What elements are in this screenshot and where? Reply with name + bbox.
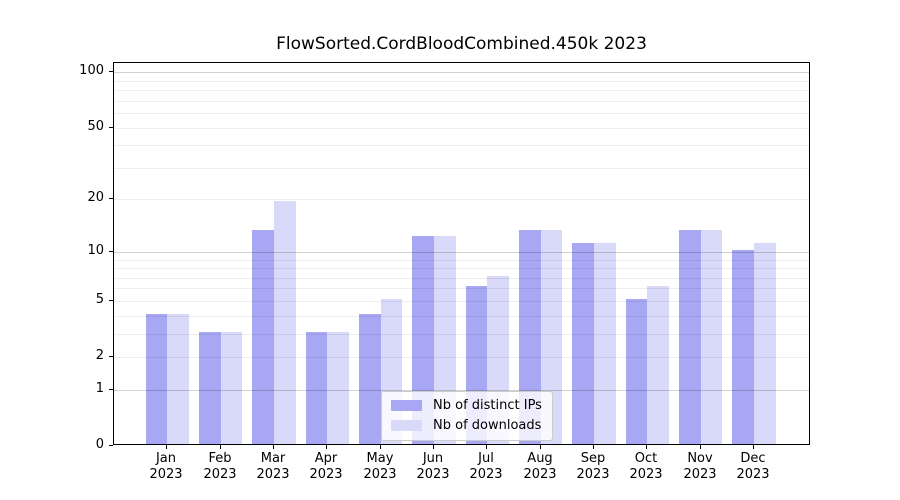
gridline-4 — [114, 316, 809, 317]
bar-downloads-jan — [167, 313, 189, 444]
y-tick-mark-5 — [109, 300, 113, 301]
gridline-40 — [114, 145, 809, 146]
x-tick-label-jan: Jan 2023 — [149, 451, 183, 482]
legend-item-downloads: Nb of downloads — [391, 418, 542, 433]
bar-ips-dec — [732, 249, 755, 444]
bar-downloads-oct — [647, 286, 670, 444]
bar-downloads-dec — [754, 242, 776, 444]
bar-ips-jan — [145, 313, 168, 444]
bar-downloads-aug — [540, 230, 563, 444]
x-tick-label-sep: Sep 2023 — [576, 451, 610, 482]
y-tick-label-50: 50 — [87, 119, 104, 134]
x-tick-label-oct: Oct 2023 — [629, 451, 663, 482]
bar-ips-nov — [679, 230, 701, 444]
gridline-2 — [114, 357, 809, 358]
gridline-8 — [114, 268, 809, 269]
x-tick-label-dec: Dec 2023 — [736, 451, 770, 482]
y-tick-mark-50 — [109, 127, 113, 128]
gridline-6 — [114, 288, 809, 289]
x-tick-label-apr: Apr 2023 — [309, 451, 343, 482]
bar-downloads-mar — [274, 201, 296, 444]
y-tick-label-100: 100 — [79, 63, 104, 78]
gridline-30 — [114, 168, 809, 169]
y-tick-label-20: 20 — [87, 190, 104, 205]
x-tick-label-nov: Nov 2023 — [683, 451, 717, 482]
legend-label-distinct-ips: Nb of distinct IPs — [433, 398, 542, 413]
x-tick-label-jul: Jul 2023 — [469, 451, 503, 482]
x-tick-mark-oct — [646, 445, 647, 449]
y-tick-mark-0 — [109, 445, 113, 446]
x-tick-label-mar: Mar 2023 — [256, 451, 290, 482]
x-tick-mark-jun — [433, 445, 434, 449]
bar-ips-mar — [252, 230, 274, 444]
y-tick-label-2: 2 — [95, 348, 104, 363]
gridline-70 — [114, 101, 809, 102]
gridline-5 — [114, 301, 809, 302]
legend: Nb of distinct IPs Nb of downloads — [381, 391, 553, 441]
x-tick-mark-may — [380, 445, 381, 449]
x-tick-label-may: May 2023 — [363, 451, 397, 482]
x-tick-label-aug: Aug 2023 — [523, 451, 557, 482]
x-tick-mark-aug — [540, 445, 541, 449]
gridline-10 — [114, 252, 809, 253]
bar-ips-aug — [519, 230, 541, 444]
x-tick-label-feb: Feb 2023 — [203, 451, 237, 482]
bar-ips-may — [359, 313, 381, 444]
y-tick-label-10: 10 — [87, 243, 104, 258]
gridline-90 — [114, 81, 809, 82]
gridline-7 — [114, 278, 809, 279]
legend-label-downloads: Nb of downloads — [433, 418, 542, 433]
x-tick-mark-jul — [486, 445, 487, 449]
gridline-80 — [114, 90, 809, 91]
y-tick-label-0: 0 — [95, 437, 104, 452]
y-tick-mark-20 — [109, 198, 113, 199]
x-tick-mark-sep — [593, 445, 594, 449]
gridline-50 — [114, 128, 809, 129]
bar-downloads-sep — [594, 242, 616, 444]
y-tick-mark-2 — [109, 356, 113, 357]
x-tick-mark-feb — [220, 445, 221, 449]
y-tick-mark-10 — [109, 251, 113, 252]
gridline-1 — [114, 390, 809, 391]
bar-downloads-feb — [220, 331, 243, 444]
y-tick-mark-100 — [109, 71, 113, 72]
x-tick-mark-nov — [700, 445, 701, 449]
gridline-9 — [114, 260, 809, 261]
y-tick-mark-1 — [109, 389, 113, 390]
x-tick-mark-dec — [753, 445, 754, 449]
legend-swatch-downloads — [391, 420, 422, 431]
y-tick-label-5: 5 — [95, 292, 104, 307]
legend-swatch-distinct-ips — [391, 400, 422, 411]
bar-downloads-nov — [700, 230, 723, 444]
bar-ips-sep — [572, 242, 595, 444]
y-tick-label-1: 1 — [95, 381, 104, 396]
chart-title: FlowSorted.CordBloodCombined.450k 2023 — [276, 34, 647, 54]
x-tick-label-jun: Jun 2023 — [416, 451, 450, 482]
gridline-20 — [114, 199, 809, 200]
gridline-3 — [114, 334, 809, 335]
gridline-100 — [114, 72, 809, 73]
bar-ips-feb — [198, 331, 221, 444]
x-tick-mark-apr — [326, 445, 327, 449]
bar-ips-apr — [305, 331, 328, 444]
x-tick-mark-jan — [166, 445, 167, 449]
bar-downloads-apr — [327, 331, 350, 444]
gridline-60 — [114, 113, 809, 114]
bar-ips-oct — [625, 298, 648, 444]
x-tick-mark-mar — [273, 445, 274, 449]
legend-item-distinct-ips: Nb of distinct IPs — [391, 398, 542, 413]
plot-area: Nb of distinct IPs Nb of downloads — [113, 62, 810, 445]
